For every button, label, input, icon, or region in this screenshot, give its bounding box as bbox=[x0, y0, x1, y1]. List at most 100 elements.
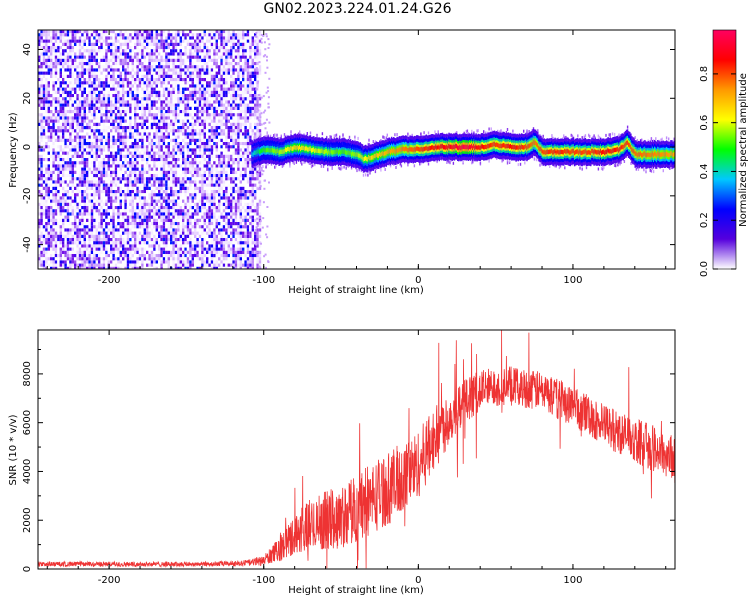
noise-cell bbox=[150, 257, 154, 261]
noise-cell bbox=[45, 55, 48, 59]
noise-cell bbox=[162, 94, 166, 98]
noise-cell bbox=[69, 81, 72, 85]
noise-cell bbox=[105, 30, 108, 34]
noise-cell bbox=[186, 161, 190, 165]
noise-cell bbox=[194, 161, 197, 165]
noise-cell bbox=[78, 84, 82, 88]
noise-cell bbox=[126, 49, 130, 53]
noise-cell bbox=[143, 138, 146, 142]
noise-cell bbox=[107, 46, 110, 50]
noise-cell bbox=[136, 225, 139, 229]
noise-cell bbox=[201, 65, 204, 69]
noise-cell bbox=[150, 113, 154, 117]
noise-cell bbox=[81, 222, 84, 226]
noise-cell bbox=[119, 110, 122, 114]
noise-cell bbox=[141, 241, 144, 245]
noise-cell bbox=[203, 62, 206, 66]
noise-cell bbox=[57, 241, 60, 245]
noise-cell bbox=[201, 190, 204, 194]
noise-cell bbox=[66, 193, 70, 197]
noise-cell bbox=[57, 148, 60, 152]
noise-cell bbox=[167, 135, 170, 139]
noise-cell bbox=[38, 212, 41, 216]
noise-cell bbox=[213, 103, 216, 107]
noise-cell bbox=[83, 234, 86, 238]
noise-cell bbox=[155, 193, 158, 197]
noise-cell bbox=[189, 238, 192, 242]
noise-cell bbox=[59, 74, 62, 78]
noise-cell bbox=[62, 138, 65, 142]
noise-cell bbox=[119, 244, 122, 248]
noise-cell bbox=[98, 250, 101, 254]
noise-cell bbox=[194, 254, 197, 258]
noise-cell bbox=[198, 78, 202, 82]
noise-cell bbox=[83, 158, 86, 162]
noise-cell bbox=[208, 193, 211, 197]
noise-cell bbox=[47, 218, 50, 222]
noise-cell bbox=[208, 46, 211, 50]
noise-cell bbox=[134, 225, 137, 229]
noise-cell bbox=[155, 209, 158, 213]
noise-cell bbox=[57, 81, 60, 85]
noise-cell bbox=[119, 106, 122, 110]
noise-cell bbox=[124, 135, 127, 139]
noise-cell bbox=[148, 42, 151, 46]
noise-cell bbox=[117, 190, 120, 194]
noise-cell bbox=[196, 126, 199, 130]
noise-cell bbox=[45, 126, 48, 130]
noise-cell bbox=[105, 55, 108, 59]
noise-cell bbox=[172, 206, 175, 210]
noise-cell bbox=[136, 81, 139, 85]
noise-cell bbox=[177, 151, 180, 155]
noise-cell bbox=[191, 119, 194, 123]
noise-cell bbox=[186, 222, 190, 226]
noise-cell bbox=[95, 186, 98, 190]
noise-cell bbox=[162, 164, 166, 168]
noise-cell bbox=[64, 202, 67, 206]
noise-cell bbox=[76, 135, 79, 139]
noise-cell bbox=[98, 81, 101, 85]
noise-cell bbox=[59, 30, 62, 34]
noise-cell bbox=[170, 254, 173, 258]
noise-cell bbox=[124, 183, 127, 187]
noise-cell bbox=[158, 84, 161, 88]
noise-cell bbox=[100, 186, 103, 190]
noise-cell bbox=[98, 196, 101, 200]
noise-cell bbox=[186, 49, 190, 53]
noise-cell bbox=[138, 180, 142, 184]
noise-cell bbox=[40, 263, 43, 267]
noise-cell bbox=[112, 126, 115, 130]
noise-cell bbox=[146, 145, 149, 149]
noise-cell bbox=[172, 49, 175, 53]
noise-cell bbox=[50, 81, 53, 85]
noise-cell bbox=[45, 122, 48, 126]
noise-cell bbox=[71, 199, 74, 203]
noise-cell bbox=[74, 87, 77, 91]
noise-cell bbox=[131, 154, 134, 158]
noise-cell bbox=[167, 94, 170, 98]
noise-cell bbox=[102, 183, 106, 187]
noise-cell bbox=[206, 126, 209, 130]
noise-cell bbox=[203, 42, 206, 46]
noise-cell bbox=[117, 132, 120, 136]
noise-cell bbox=[129, 46, 132, 50]
noise-cell bbox=[198, 154, 202, 158]
noise-cell bbox=[206, 116, 209, 120]
noise-cell bbox=[162, 177, 166, 181]
noise-cell bbox=[54, 36, 58, 40]
noise-cell bbox=[148, 180, 151, 184]
noise-cell bbox=[165, 228, 168, 232]
noise-cell bbox=[186, 126, 190, 130]
noise-cell bbox=[153, 190, 156, 194]
noise-cell bbox=[148, 186, 151, 190]
noise-cell bbox=[81, 244, 84, 248]
noise-cell bbox=[213, 161, 216, 165]
noise-cell bbox=[177, 154, 180, 158]
noise-cell bbox=[74, 158, 77, 162]
noise-cell bbox=[81, 215, 84, 219]
noise-cell bbox=[186, 132, 190, 136]
noise-cell bbox=[143, 209, 146, 213]
noise-cell bbox=[40, 129, 43, 133]
noise-cell bbox=[141, 183, 144, 187]
noise-cell bbox=[162, 81, 166, 85]
